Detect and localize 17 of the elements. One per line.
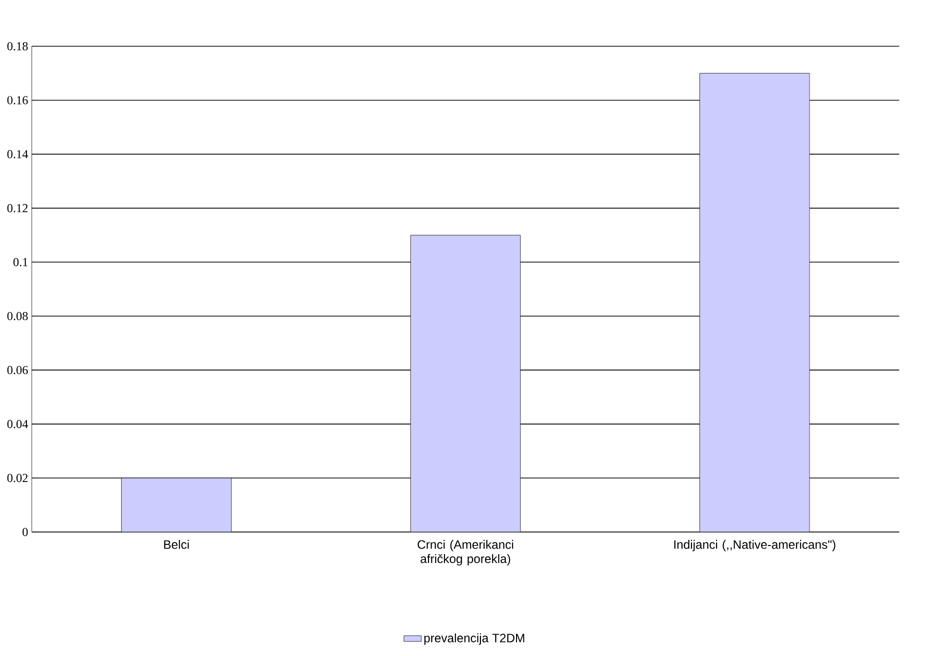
legend-label: prevalencija T2DM xyxy=(424,633,524,645)
y-tick-label: 0.14 xyxy=(7,150,28,158)
y-tick-label: 0.16 xyxy=(7,96,28,104)
x-tick-label: Belci xyxy=(164,540,189,549)
y-tick-label: 0.04 xyxy=(7,420,28,428)
bar xyxy=(121,478,232,532)
bar xyxy=(699,72,810,532)
y-tick-label: 0.1 xyxy=(13,258,28,266)
y-tick-label: 0.08 xyxy=(7,312,28,320)
y-tick-label: 0.18 xyxy=(7,42,28,50)
x-tick-label: Crnci (Amerikanci afričkog porekla) xyxy=(418,540,514,566)
y-tick-label: 0 xyxy=(22,528,28,536)
x-tick-label: Indijanci (,,Native-americans") xyxy=(674,540,836,552)
y-tick-label: 0.12 xyxy=(7,204,28,212)
y-tick-label: 0.06 xyxy=(7,366,28,374)
y-tick-label: 0.02 xyxy=(7,474,28,482)
bar xyxy=(410,234,520,532)
